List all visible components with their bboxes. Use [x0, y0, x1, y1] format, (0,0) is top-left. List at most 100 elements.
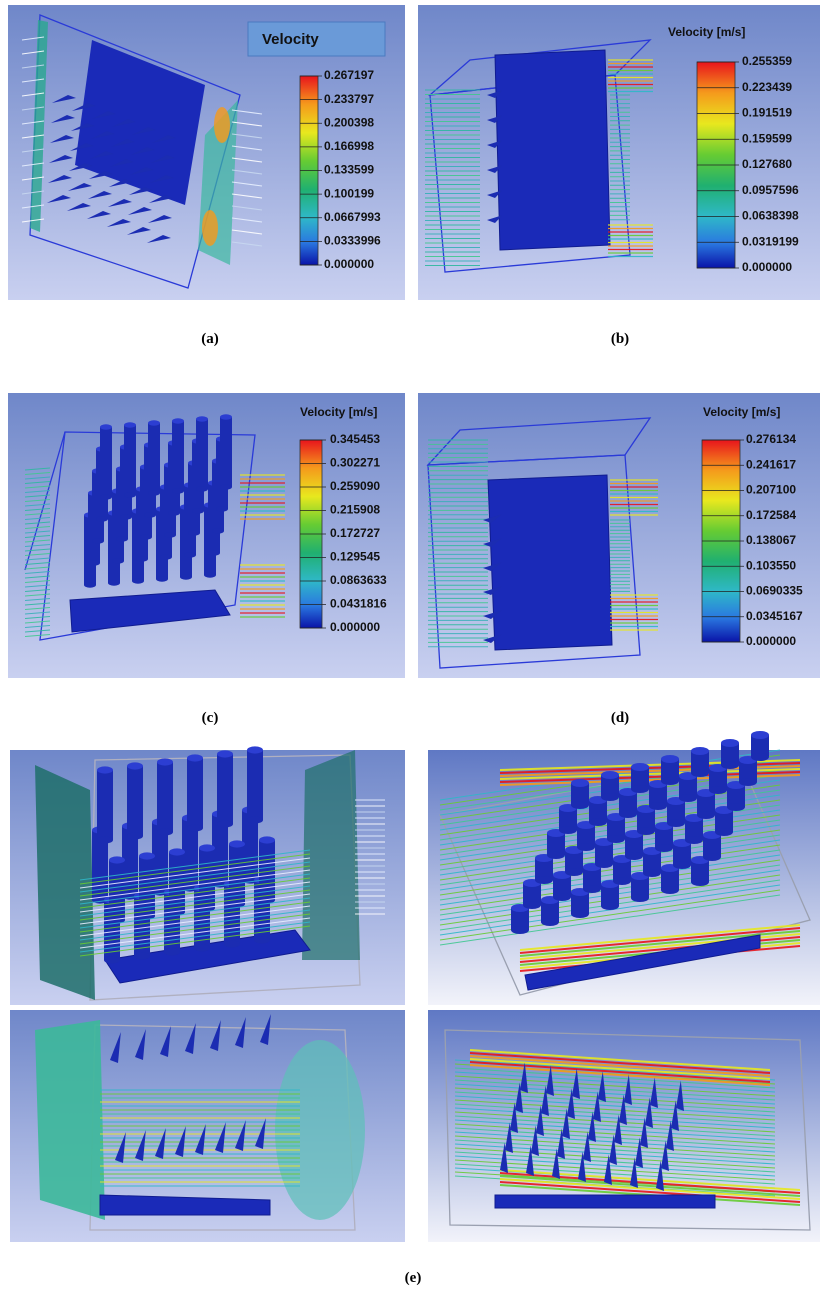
pin [127, 766, 143, 836]
legend-tick-label: 0.000000 [330, 620, 380, 634]
pin-foot [168, 510, 180, 515]
legend-tick-label: 0.200398 [324, 115, 374, 129]
hot-spot [202, 210, 218, 246]
legend-tick-label: 0.133599 [324, 163, 374, 177]
pin [247, 750, 263, 820]
pin-foot [535, 876, 553, 884]
legend-tick-label: 0.0345167 [746, 609, 803, 623]
pin-foot [727, 803, 745, 811]
base-plate [488, 475, 612, 650]
pin-foot [577, 843, 595, 851]
pin-top [661, 755, 679, 763]
legend-tick-label: 0.267197 [324, 68, 374, 82]
pin-foot [631, 785, 649, 793]
pin [172, 421, 184, 491]
pin-foot [619, 810, 637, 818]
legend-tick-label: 0.172584 [746, 508, 796, 522]
pin-foot [667, 819, 685, 827]
pin-foot [649, 802, 667, 810]
pin-top [148, 420, 160, 425]
pin-foot [613, 877, 631, 885]
pin-top [172, 418, 184, 423]
pin-foot [721, 761, 739, 769]
pin-foot [703, 853, 721, 861]
inlet-plane [35, 765, 95, 1000]
pin-foot [523, 901, 541, 909]
pin-top [217, 750, 233, 757]
pin-foot [715, 828, 733, 836]
legend-title: Velocity [262, 31, 319, 48]
pin-top [199, 844, 215, 851]
pin-foot [204, 572, 216, 577]
pin-foot [144, 512, 156, 517]
pin-foot [655, 844, 673, 852]
pin [148, 423, 160, 493]
pin-foot [601, 902, 619, 910]
legend-tick-label: 0.103550 [746, 558, 796, 572]
legend-tick-label: 0.129545 [330, 550, 380, 564]
pin-foot [691, 769, 709, 777]
panel-label: (c) [202, 710, 219, 726]
pin-top [571, 779, 589, 787]
legend-title: Velocity [m/s] [703, 405, 780, 419]
pin-foot [88, 560, 100, 565]
legend-tick-label: 0.276134 [746, 432, 796, 446]
legend-tick-label: 0.000000 [324, 257, 374, 271]
pin-foot [100, 494, 112, 499]
pin-foot [583, 885, 601, 893]
pin-foot [661, 777, 679, 785]
pin [196, 419, 208, 489]
pin-top [721, 739, 739, 747]
pin-foot [194, 944, 210, 951]
legend-tick-label: 0.0319199 [742, 234, 799, 248]
legend-title: Velocity [m/s] [668, 25, 745, 39]
pin-foot [571, 910, 589, 918]
pin-foot [673, 861, 691, 869]
pin-foot [192, 508, 204, 513]
pin-foot [607, 835, 625, 843]
legend-tick-label: 0.0431816 [330, 597, 387, 611]
legend-tick-label: 0.0333996 [324, 234, 381, 248]
pin-foot [120, 514, 132, 519]
legend-tick-label: 0.259090 [330, 479, 380, 493]
pin-foot [589, 818, 607, 826]
pin-top [196, 416, 208, 421]
pin-foot [601, 793, 619, 801]
legend-tick-label: 0.207100 [746, 483, 796, 497]
pin [157, 762, 173, 832]
pin-foot [637, 827, 655, 835]
pin-foot [164, 532, 176, 537]
pin-foot [104, 956, 120, 963]
pin-top [751, 731, 769, 739]
pin-foot [84, 582, 96, 587]
pin-top [97, 766, 113, 773]
pin-foot [220, 484, 232, 489]
pin-foot [553, 893, 571, 901]
legend-tick-label: 0.0863633 [330, 573, 387, 587]
pin-foot [187, 824, 203, 831]
pin-foot [136, 556, 148, 561]
pin [124, 425, 136, 495]
pin-foot [124, 492, 136, 497]
pin-foot [180, 574, 192, 579]
outlet-plane [302, 750, 360, 960]
pin-top [157, 758, 173, 765]
legend-tick-label: 0.138067 [746, 533, 796, 547]
pin-foot [208, 550, 220, 555]
pin-foot [216, 506, 228, 511]
pin-foot [97, 836, 113, 843]
pin-foot [92, 538, 104, 543]
pin-foot [247, 816, 263, 823]
pin-foot [541, 918, 559, 926]
pin-foot [559, 826, 577, 834]
pin-foot [127, 832, 143, 839]
pin-foot [511, 926, 529, 934]
base-plate [495, 1195, 715, 1208]
pin-foot [224, 940, 240, 947]
pin-foot [661, 886, 679, 894]
pin [187, 758, 203, 828]
pin-foot [196, 486, 208, 491]
panel-label: (e) [405, 1270, 422, 1286]
pin [97, 770, 113, 840]
pin-foot [709, 786, 727, 794]
